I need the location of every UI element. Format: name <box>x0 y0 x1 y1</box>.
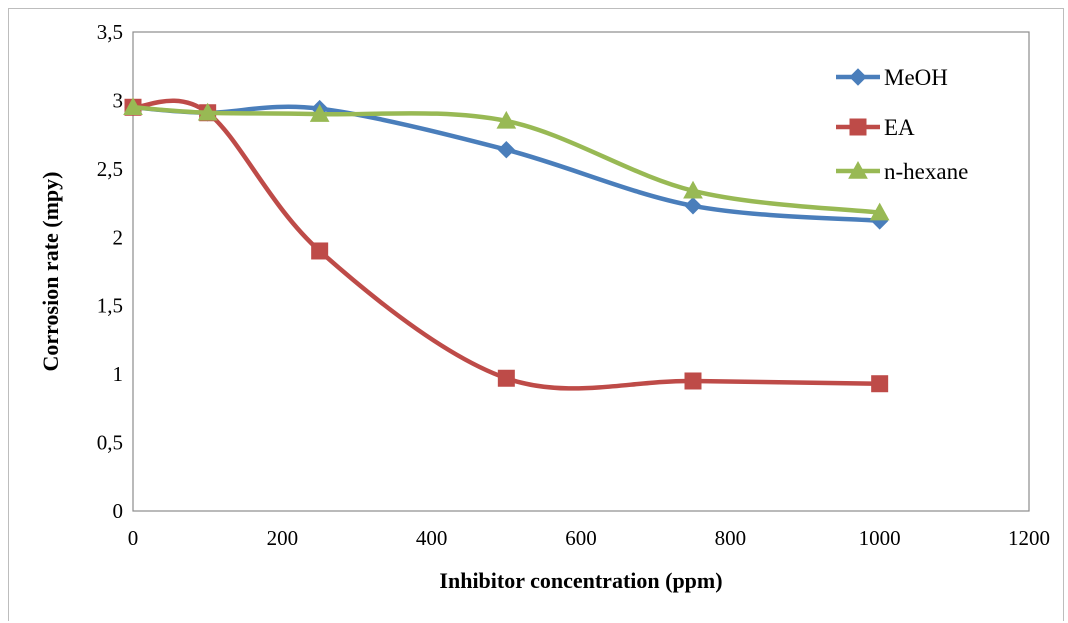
data-point <box>869 202 890 221</box>
x-tick-label: 800 <box>715 526 747 550</box>
x-tick-label: 1000 <box>859 526 901 550</box>
data-point <box>683 180 703 199</box>
y-tick-label: 3 <box>113 88 124 112</box>
y-tick-label: 1 <box>113 362 124 386</box>
series-n-hexane <box>123 97 890 221</box>
data-point <box>197 102 218 121</box>
data-point <box>497 140 516 159</box>
legend-marker <box>848 160 868 179</box>
legend-label: MeOH <box>884 65 948 90</box>
data-point <box>684 197 702 215</box>
x-tick-label: 0 <box>128 526 139 550</box>
data-point <box>311 242 329 260</box>
legend-marker <box>849 118 867 136</box>
y-tick-label: 0 <box>113 499 124 523</box>
legend-item: EA <box>836 115 915 140</box>
data-point <box>496 110 517 129</box>
legend-item: MeOH <box>836 65 948 90</box>
data-point <box>497 369 515 387</box>
data-point <box>871 375 889 393</box>
chart-frame <box>8 8 1064 621</box>
x-tick-label: 400 <box>416 526 448 550</box>
legend-label: EA <box>884 115 915 140</box>
x-tick-label: 600 <box>565 526 597 550</box>
y-axis-ticks: 0 0,5 1 1,5 2 2,5 3 3,5 <box>97 20 123 523</box>
plot-area <box>132 31 1030 512</box>
plot-border <box>132 31 1030 512</box>
data-point <box>309 104 330 122</box>
legend: MeOH EA n-hexane <box>836 65 968 184</box>
legend-item: n-hexane <box>836 159 968 184</box>
data-point <box>123 97 143 115</box>
legend-label: n-hexane <box>884 159 968 184</box>
data-point <box>684 372 702 390</box>
series-layer <box>123 97 890 393</box>
y-tick-label: 2 <box>113 225 124 249</box>
x-tick-label: 200 <box>267 526 299 550</box>
legend-marker <box>849 68 867 86</box>
y-axis-title: Corrosion rate (mpy) <box>38 172 63 372</box>
y-tick-label: 2,5 <box>97 157 123 181</box>
x-axis-title: Inhibitor concentration (ppm) <box>439 568 722 593</box>
x-axis-ticks: 0 200 400 600 800 1000 1200 <box>128 526 1050 550</box>
y-tick-label: 3,5 <box>97 20 123 44</box>
y-tick-label: 0,5 <box>97 431 123 455</box>
y-tick-label: 1,5 <box>97 294 123 318</box>
x-tick-label: 1200 <box>1008 526 1050 550</box>
